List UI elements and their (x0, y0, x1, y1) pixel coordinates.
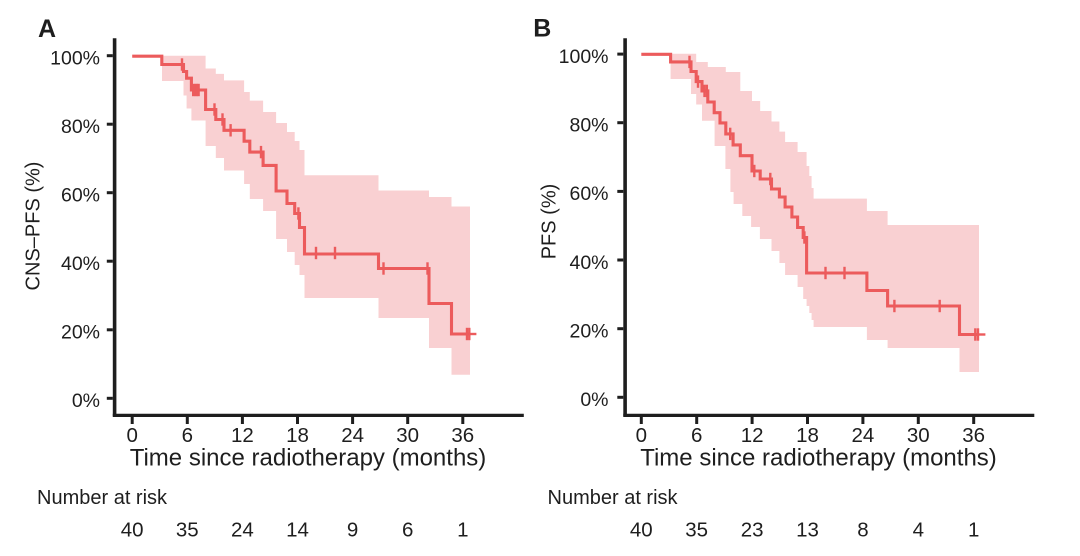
svg-text:35: 35 (685, 519, 708, 542)
svg-text:24: 24 (851, 424, 874, 447)
svg-text:18: 18 (286, 424, 309, 447)
svg-text:100%: 100% (50, 48, 100, 70)
svg-text:0%: 0% (580, 389, 608, 411)
svg-text:14: 14 (286, 519, 309, 542)
svg-text:60%: 60% (61, 185, 100, 207)
svg-text:20%: 20% (569, 321, 608, 343)
svg-text:Number at risk: Number at risk (37, 487, 168, 509)
svg-text:23: 23 (741, 519, 764, 542)
svg-text:20%: 20% (61, 322, 100, 344)
svg-text:Time since radiotherapy (month: Time since radiotherapy (months) (130, 445, 487, 472)
svg-text:4: 4 (913, 519, 924, 542)
svg-text:60%: 60% (569, 183, 608, 205)
svg-text:40: 40 (630, 519, 653, 542)
svg-text:36: 36 (451, 424, 474, 447)
svg-text:1: 1 (968, 519, 979, 542)
svg-text:PFS (%): PFS (%) (539, 184, 561, 260)
svg-text:Time since radiotherapy (month: Time since radiotherapy (months) (640, 445, 997, 472)
svg-text:12: 12 (741, 424, 764, 447)
svg-text:0: 0 (126, 424, 137, 447)
svg-text:Number at risk: Number at risk (548, 487, 679, 509)
svg-text:1: 1 (457, 519, 468, 542)
svg-text:80%: 80% (569, 115, 608, 137)
svg-text:9: 9 (347, 519, 358, 542)
svg-text:0: 0 (636, 424, 647, 447)
svg-text:100%: 100% (559, 46, 609, 68)
svg-text:30: 30 (396, 424, 419, 447)
svg-text:0%: 0% (72, 390, 100, 412)
svg-text:12: 12 (231, 424, 254, 447)
svg-text:6: 6 (691, 424, 702, 447)
svg-text:CNS–PFS (%): CNS–PFS (%) (22, 162, 44, 291)
svg-text:40: 40 (121, 519, 144, 542)
svg-text:35: 35 (176, 519, 199, 542)
svg-text:24: 24 (231, 519, 254, 542)
svg-text:8: 8 (857, 519, 868, 542)
svg-text:6: 6 (182, 424, 193, 447)
svg-text:B: B (533, 15, 551, 43)
svg-text:A: A (38, 15, 56, 43)
svg-text:18: 18 (796, 424, 819, 447)
svg-text:6: 6 (402, 519, 413, 542)
svg-text:24: 24 (341, 424, 364, 447)
svg-text:40%: 40% (569, 252, 608, 274)
svg-text:30: 30 (907, 424, 930, 447)
svg-text:36: 36 (962, 424, 985, 447)
svg-text:80%: 80% (61, 116, 100, 138)
svg-text:13: 13 (796, 519, 819, 542)
svg-text:40%: 40% (61, 253, 100, 275)
